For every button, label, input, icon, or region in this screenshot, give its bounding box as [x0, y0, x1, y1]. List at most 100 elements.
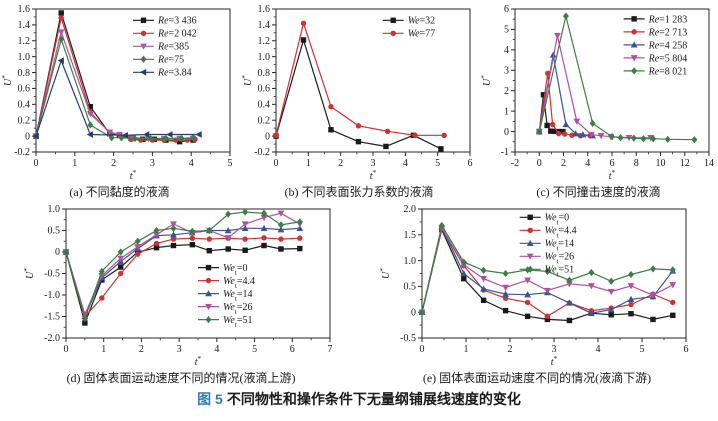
- y-axis-label: U*: [378, 268, 392, 279]
- y-axis: -0.5 0 0.5 1.0 1.5 2.0: [400, 204, 422, 344]
- chart-e-block: 0 1 2 3 4 5 6 -0.5 0 0.5 1.0 1.5 2.0 t* U* Wet=0 Wet=4.4…: [378, 202, 696, 386]
- series-1: [272, 20, 447, 139]
- svg-text:6: 6: [467, 158, 472, 169]
- legend-label: Wet=14: [223, 289, 252, 303]
- series-4: [63, 208, 303, 323]
- legend-label: Re=2 713: [648, 27, 688, 38]
- svg-text:0: 0: [55, 247, 60, 258]
- legend-label: Re=75: [157, 55, 184, 66]
- svg-text:2: 2: [139, 344, 144, 355]
- svg-text:4: 4: [504, 45, 509, 56]
- y-axis-label: U*: [240, 75, 254, 86]
- x-axis: 0 1 2 3 4 5 6: [273, 152, 472, 169]
- series-0: [272, 37, 444, 152]
- figure-caption: 图 5 不同物性和操作条件下无量纲铺展线速度的变化: [0, 389, 718, 409]
- svg-text:4: 4: [189, 158, 194, 169]
- svg-text:0.4: 0.4: [257, 100, 270, 111]
- svg-text:5: 5: [228, 158, 233, 169]
- svg-text:4: 4: [585, 158, 590, 169]
- svg-text:0.2: 0.2: [18, 115, 31, 126]
- y-axis: -0.2 0 0.2 0.4 0.6 0.8 1.0 1.2 1.4 1.6: [254, 4, 276, 158]
- svg-text:1.0: 1.0: [48, 204, 61, 215]
- chart-d-block: 0 1 2 3 4 5 6 7 -2.0 -1.5 -1.0 -0.5 0 0.5 1.0 t* U* Wet=0…: [22, 202, 340, 386]
- svg-text:1.5: 1.5: [404, 230, 417, 241]
- y-axis: -2.0 -1.5 -1.0 -0.5 0 0.5 1.0: [44, 204, 66, 344]
- svg-text:1.6: 1.6: [18, 4, 31, 15]
- top-row: 0 1 2 3 4 5 -0.2 0 0.2 0.4 0.6 0.8 1.0 1.2 1.4 1.6 t* U* R…: [0, 2, 718, 200]
- legend-label: Re=3.84: [157, 68, 192, 79]
- legend-label: Re=1 283: [648, 14, 688, 25]
- svg-text:3: 3: [370, 158, 375, 169]
- svg-text:2: 2: [561, 158, 566, 169]
- chart-a-block: 0 1 2 3 4 5 -0.2 0 0.2 0.4 0.6 0.8 1.0 1.2 1.4 1.6 t* U* R…: [0, 2, 239, 200]
- y-axis: -1 0 1 2 3 4 5 6: [501, 4, 515, 158]
- svg-text:2.0: 2.0: [404, 204, 417, 215]
- chart-a-caption: (a) 不同黏度的液滴: [69, 185, 170, 199]
- series-3: [33, 35, 197, 143]
- svg-text:-0.5: -0.5: [44, 269, 60, 280]
- legend-label: Re=8 021: [648, 66, 688, 77]
- svg-text:2: 2: [508, 344, 513, 355]
- svg-text:1.0: 1.0: [18, 52, 31, 63]
- svg-text:0: 0: [504, 127, 509, 138]
- x-axis-label: t*: [609, 168, 616, 183]
- legend: We=32 We=77: [382, 16, 435, 40]
- chart-b-canvas: 0 1 2 3 4 5 6-0.200.20.40.60.81.01.21.41.6t*U*…: [240, 4, 473, 182]
- svg-text:6: 6: [684, 344, 689, 355]
- x-axis: -2 0 2 4 6 8 10 12 14: [511, 152, 714, 169]
- y-axis-label: U*: [22, 268, 36, 279]
- svg-text:0.5: 0.5: [48, 226, 61, 237]
- svg-text:-0.2: -0.2: [254, 147, 270, 158]
- svg-text:1: 1: [305, 158, 310, 169]
- svg-text:0.8: 0.8: [257, 68, 270, 79]
- svg-text:1: 1: [101, 344, 106, 355]
- svg-text:6: 6: [290, 344, 295, 355]
- svg-text:0: 0: [273, 158, 278, 169]
- legend-label: Wet=51: [545, 265, 574, 279]
- chart-b-block: 0 1 2 3 4 5 6 -0.2 0 0.2 0.4 0.6 0.8 1.0 1.2 1.4 1.6 t* U*…: [240, 2, 479, 200]
- svg-text:6: 6: [610, 158, 615, 169]
- series-1: [63, 235, 303, 320]
- svg-text:8: 8: [634, 158, 639, 169]
- legend-label: Wet=0: [223, 263, 247, 277]
- legend-label: We=32: [407, 16, 435, 27]
- svg-text:0.5: 0.5: [404, 282, 417, 293]
- legend-label: Wet=4.4: [223, 276, 255, 290]
- svg-text:1.2: 1.2: [257, 36, 270, 47]
- series-4: [32, 57, 202, 140]
- svg-text:1: 1: [464, 344, 469, 355]
- bottom-row: 0 1 2 3 4 5 6 7 -2.0 -1.5 -1.0 -0.5 0 0.5 1.0 t* U* Wet=0…: [0, 202, 718, 386]
- svg-text:5: 5: [504, 25, 509, 36]
- svg-text:0.6: 0.6: [18, 84, 31, 95]
- legend-label: Wet=4.4: [545, 226, 577, 240]
- y-axis-label: U*: [0, 75, 14, 86]
- svg-text:5: 5: [252, 344, 257, 355]
- svg-text:0: 0: [411, 307, 416, 318]
- legend-label: Re=3 436: [157, 16, 197, 27]
- chart-e-caption: (e) 固体表面运动速度不同的情况(液滴下游): [422, 371, 652, 385]
- legend-label: Wet=26: [545, 252, 574, 266]
- svg-text:4: 4: [214, 344, 219, 355]
- y-axis: -0.2 0 0.2 0.4 0.6 0.8 1.0 1.2 1.4 1.6: [14, 4, 36, 158]
- svg-text:1.4: 1.4: [18, 20, 31, 31]
- svg-text:0: 0: [25, 131, 30, 142]
- svg-text:2: 2: [504, 86, 509, 97]
- svg-text:12: 12: [680, 158, 690, 169]
- svg-text:-1.0: -1.0: [44, 290, 60, 301]
- svg-text:-0.2: -0.2: [14, 147, 30, 158]
- svg-text:0: 0: [420, 344, 425, 355]
- chart-d-caption: (d) 固体表面运动速度不同的情况(液滴上游): [66, 371, 296, 385]
- chart-c-block: -2 0 2 4 6 8 10 12 14 -1 0 1 2 3 4 5 6 t* U* Re=1 283 Re=2 7…: [479, 2, 718, 200]
- svg-text:4: 4: [596, 344, 601, 355]
- svg-text:0.4: 0.4: [18, 100, 31, 111]
- svg-text:1.0: 1.0: [404, 256, 417, 267]
- legend-label: Re=4 258: [648, 40, 688, 51]
- svg-text:0: 0: [537, 158, 542, 169]
- legend-label: Wet=0: [545, 213, 569, 227]
- chart-d-canvas: 0 1 2 3 4 5 6 7 -2.0 -1.5 -1.0 -0.5 0 0.5 1.0 t* U* Wet=0…: [22, 204, 333, 368]
- x-axis-label: t*: [551, 354, 558, 369]
- svg-text:4: 4: [402, 158, 407, 169]
